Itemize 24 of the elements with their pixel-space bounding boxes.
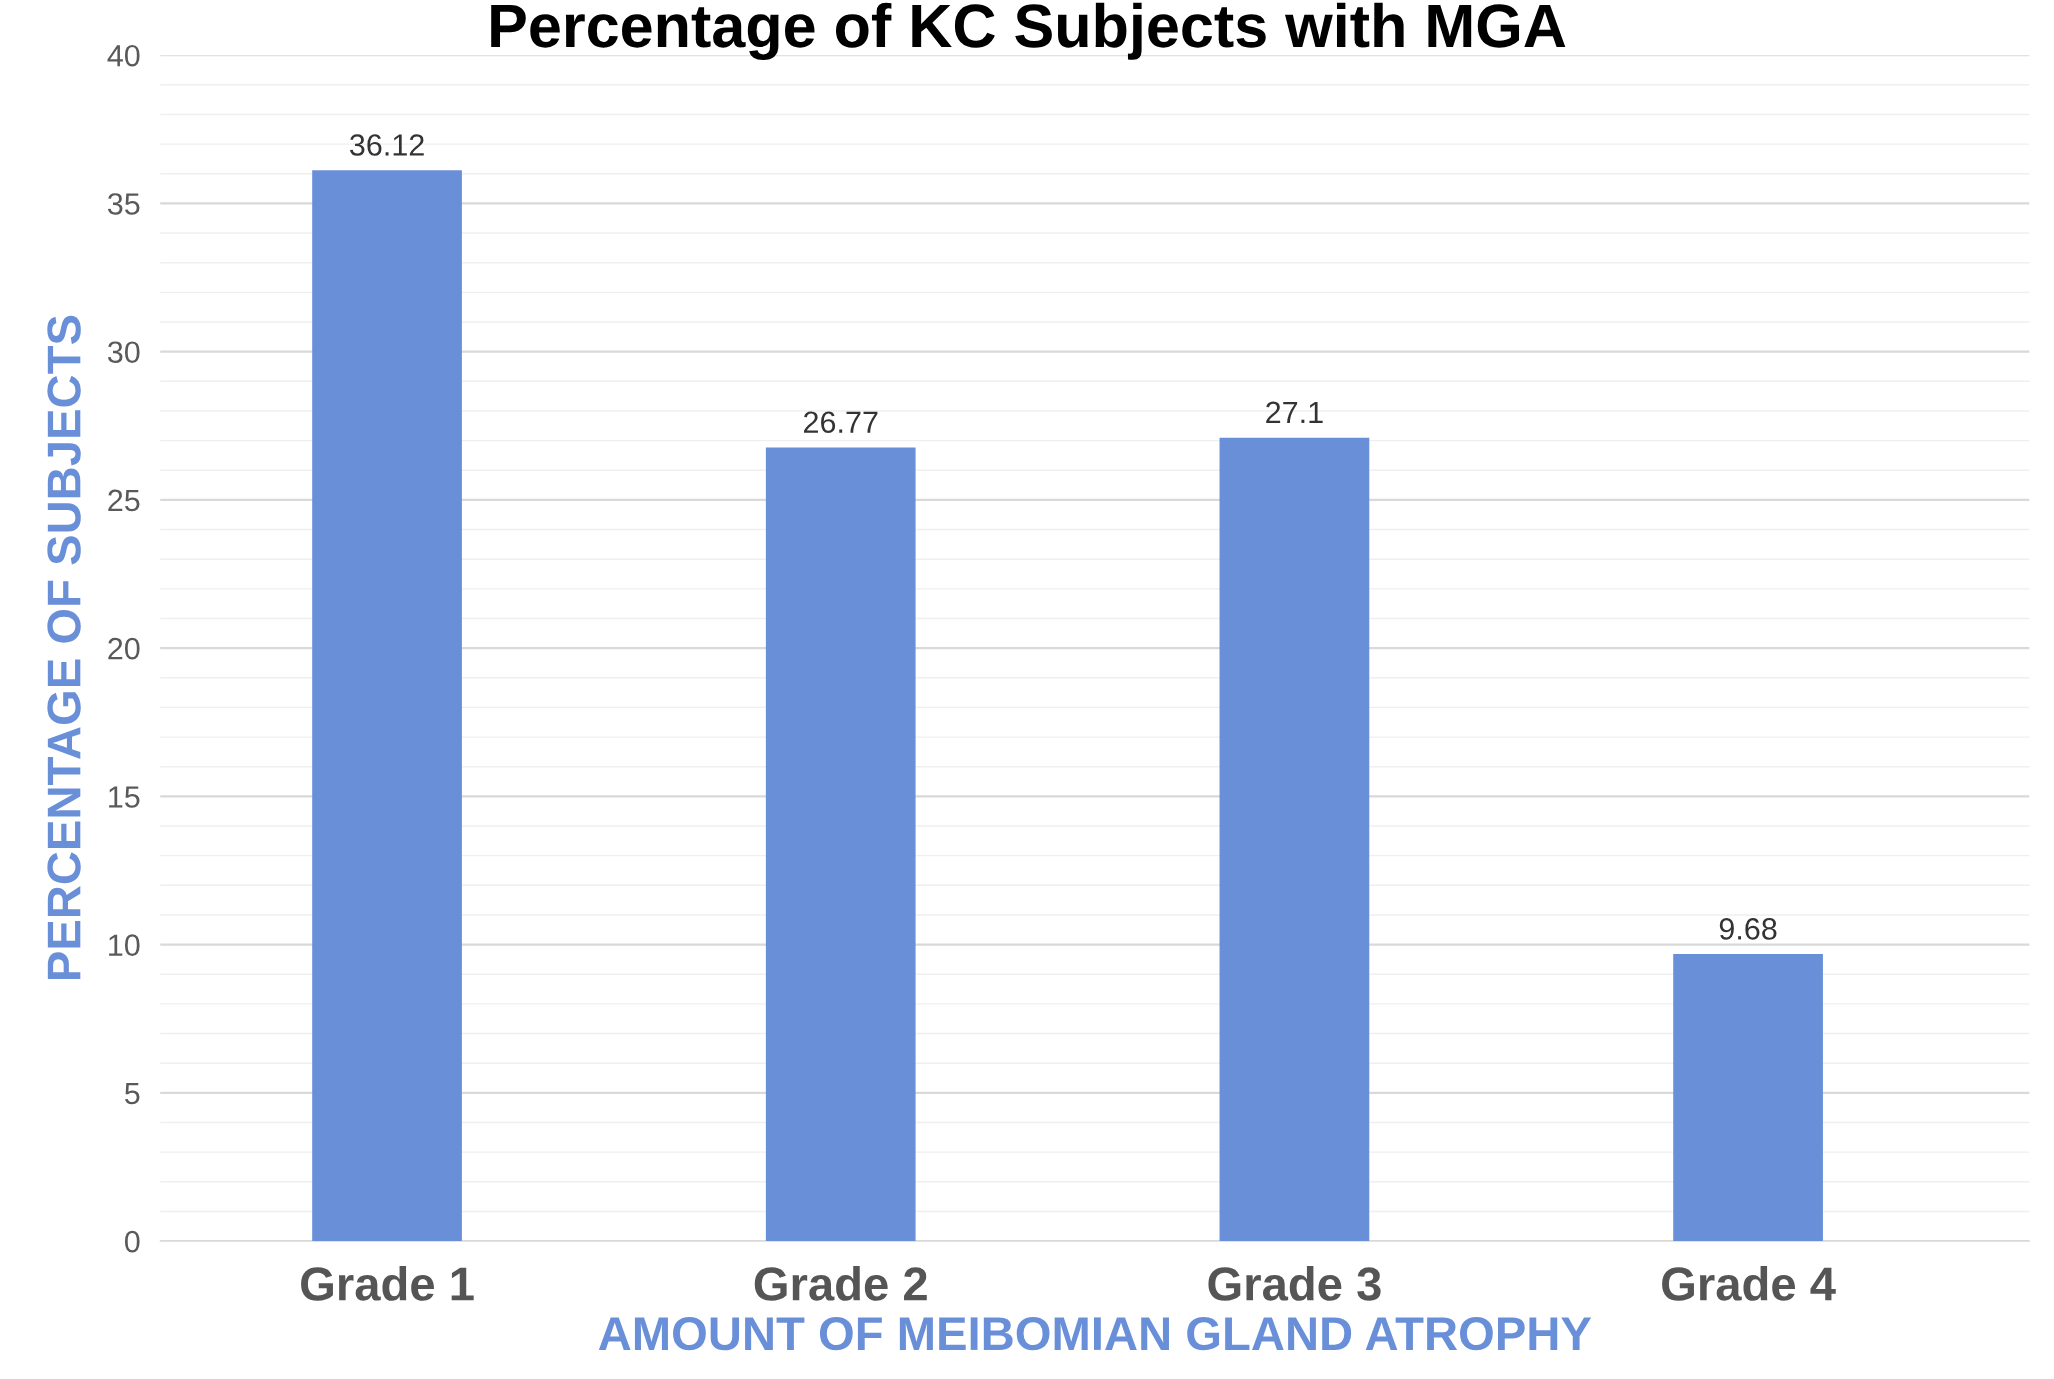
x-tick-label: Grade 3 (1208, 1266, 1381, 1301)
x-tick-label: Grade 2 (754, 1266, 927, 1301)
y-tick-label: 20 (108, 637, 140, 660)
chart-title: Percentage of KC Subjects with MGA (491, 2, 1566, 60)
x-tick-label: Grade 1 (301, 1266, 474, 1301)
data-label: 26.77 (804, 411, 878, 434)
y-tick-label: 35 (107, 193, 140, 215)
data-label: 36.12 (349, 134, 424, 156)
bar (1673, 954, 1823, 1242)
y-tick-label: 30 (107, 341, 140, 364)
bar (1219, 437, 1370, 1242)
bar (765, 447, 916, 1242)
data-label: 9.68 (1719, 918, 1777, 940)
y-tick-label: 0 (124, 1230, 140, 1253)
y-tick-label: 10 (109, 934, 140, 956)
y-axis-title: PERCENTAGE OF SUBJECTS (47, 315, 81, 980)
y-tick-label: 40 (107, 44, 140, 67)
y-tick-label: 5 (125, 1082, 140, 1105)
y-tick-label: 15 (109, 786, 140, 808)
y-tick-label: 25 (108, 489, 140, 512)
x-tick-label: Grade 4 (1662, 1266, 1836, 1301)
data-label: 27.1 (1266, 401, 1323, 423)
x-axis-title: AMOUNT OF MEIBOMIAN GLAND ATROPHY (598, 1316, 1592, 1351)
bar (312, 170, 462, 1242)
